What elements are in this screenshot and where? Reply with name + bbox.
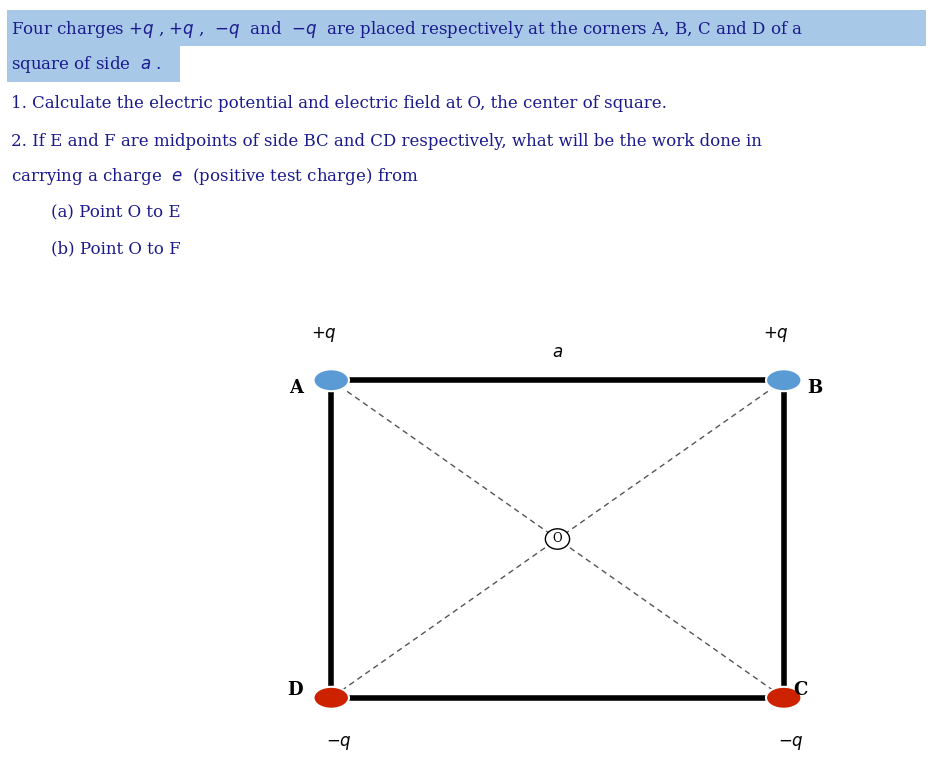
Circle shape xyxy=(545,529,569,549)
Text: $-q$: $-q$ xyxy=(778,734,804,752)
Text: carrying a charge  $e$  (positive test charge) from: carrying a charge $e$ (positive test cha… xyxy=(11,166,419,187)
Text: 1. Calculate the electric potential and electric field at O, the center of squar: 1. Calculate the electric potential and … xyxy=(11,95,667,112)
Text: A: A xyxy=(289,379,303,397)
Ellipse shape xyxy=(766,369,801,391)
Text: (a) Point O to E: (a) Point O to E xyxy=(51,205,181,222)
Ellipse shape xyxy=(766,687,801,709)
Text: 2. If E and F are midpoints of side BC and CD respectively, what will be the wor: 2. If E and F are midpoints of side BC a… xyxy=(11,132,762,150)
Text: $+q$: $+q$ xyxy=(311,325,337,344)
FancyBboxPatch shape xyxy=(7,46,180,82)
Ellipse shape xyxy=(313,369,349,391)
Text: $a$: $a$ xyxy=(552,343,563,361)
Text: $+q$: $+q$ xyxy=(763,325,789,344)
Ellipse shape xyxy=(313,687,349,709)
Text: D: D xyxy=(287,681,303,699)
Text: C: C xyxy=(793,681,807,699)
Text: O: O xyxy=(552,532,563,546)
FancyBboxPatch shape xyxy=(7,10,926,46)
Text: (b) Point O to F: (b) Point O to F xyxy=(51,240,181,257)
Text: Four charges $+q$ , $+q$ ,  $-q$  and  $-q$  are placed respectively at the corn: Four charges $+q$ , $+q$ , $-q$ and $-q$… xyxy=(11,19,803,39)
Text: $-q$: $-q$ xyxy=(326,734,352,752)
Text: B: B xyxy=(807,379,822,397)
Text: square of side  $a$ .: square of side $a$ . xyxy=(11,54,161,74)
